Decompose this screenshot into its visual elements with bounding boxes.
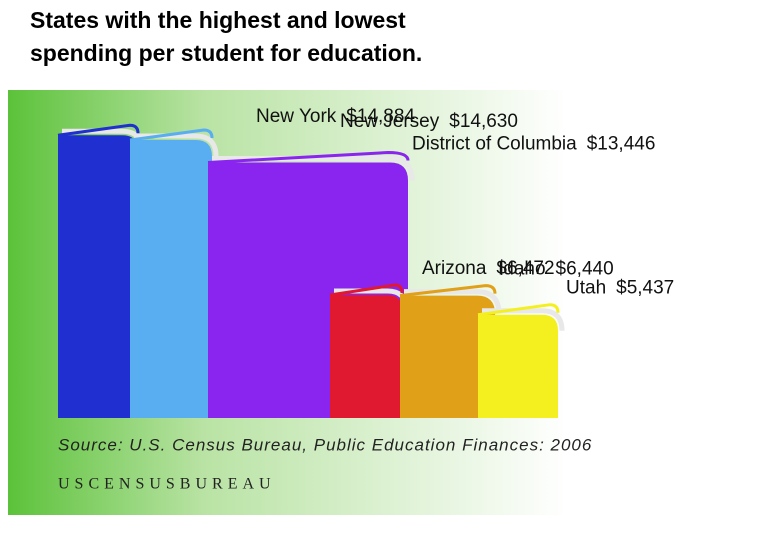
category-label: District of Columbia	[412, 134, 577, 155]
book-pages	[482, 308, 565, 331]
category-label: Idaho	[498, 259, 546, 280]
category-label: Arizona	[422, 258, 487, 279]
book-pages	[134, 133, 219, 157]
book-spine-top	[329, 283, 404, 297]
category-label: New Jersey	[340, 111, 440, 132]
book	[478, 314, 558, 418]
category-label: Utah	[566, 278, 606, 299]
chart-title: States with the highest and lowest spend…	[30, 7, 423, 66]
books	[57, 123, 565, 419]
book-spine-top	[477, 303, 560, 317]
logo: USCENSUSBUREAU	[58, 476, 276, 493]
category-label: New York	[256, 106, 337, 127]
source: Source: U.S. Census Bureau, Public Educa…	[58, 435, 592, 454]
book	[130, 140, 212, 418]
book-spine-top	[129, 128, 214, 142]
book-spine-top	[207, 151, 410, 165]
book	[58, 135, 138, 419]
book-spine-top	[399, 284, 497, 298]
value-label: $6,440	[556, 259, 614, 280]
value-label: $14,630	[449, 111, 518, 132]
book	[330, 295, 402, 418]
value-label: $5,437	[616, 278, 674, 299]
value-label: $13,446	[587, 134, 656, 155]
value-label: $14,884	[346, 106, 415, 127]
book	[400, 295, 495, 418]
book-pages	[212, 156, 415, 181]
book-spine-top	[57, 123, 140, 137]
value-label: $6,472	[496, 258, 554, 279]
